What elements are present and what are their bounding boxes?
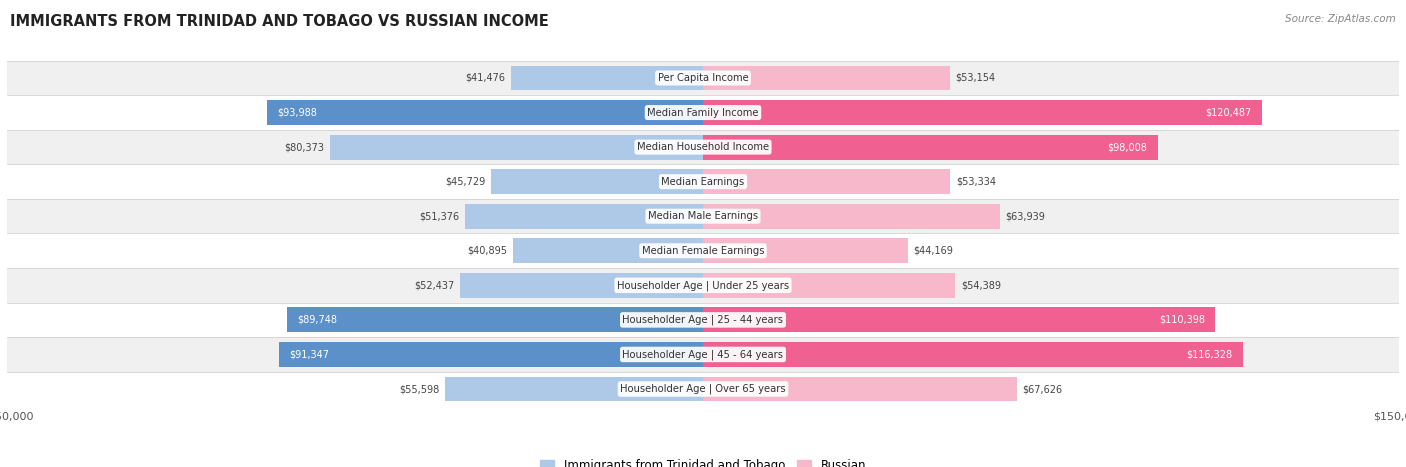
Text: Householder Age | Over 65 years: Householder Age | Over 65 years [620,384,786,394]
Text: $55,598: $55,598 [399,384,440,394]
Text: $89,748: $89,748 [297,315,337,325]
Text: $54,389: $54,389 [960,280,1001,290]
Text: $67,626: $67,626 [1022,384,1063,394]
Text: IMMIGRANTS FROM TRINIDAD AND TOBAGO VS RUSSIAN INCOME: IMMIGRANTS FROM TRINIDAD AND TOBAGO VS R… [10,14,548,29]
Bar [7,303,1399,337]
Text: $45,729: $45,729 [446,177,485,187]
Bar [491,169,703,194]
Text: $44,169: $44,169 [914,246,953,256]
Bar [703,342,1243,367]
Text: Median Earnings: Median Earnings [661,177,745,187]
Bar [7,234,1399,268]
Bar [7,164,1399,199]
Bar [7,372,1399,406]
Bar [7,95,1399,130]
Text: Median Household Income: Median Household Income [637,142,769,152]
Text: Per Capita Income: Per Capita Income [658,73,748,83]
Text: $110,398: $110,398 [1159,315,1205,325]
Bar [7,61,1399,95]
Bar [510,65,703,91]
Text: $98,008: $98,008 [1108,142,1147,152]
Text: $53,154: $53,154 [955,73,995,83]
Bar [703,238,908,263]
Bar [7,199,1399,234]
Bar [703,204,1000,229]
Text: $63,939: $63,939 [1005,211,1045,221]
Text: $52,437: $52,437 [413,280,454,290]
Bar [460,273,703,298]
Bar [330,134,703,160]
Bar [446,376,703,402]
Bar [703,169,950,194]
Bar [703,376,1017,402]
Text: Median Male Earnings: Median Male Earnings [648,211,758,221]
Bar [703,100,1263,125]
Text: $91,347: $91,347 [290,349,329,360]
Text: Householder Age | 25 - 44 years: Householder Age | 25 - 44 years [623,315,783,325]
Bar [287,307,703,333]
Text: $93,988: $93,988 [277,107,318,118]
Text: Median Female Earnings: Median Female Earnings [641,246,765,256]
Text: $80,373: $80,373 [284,142,325,152]
Bar [703,65,949,91]
Bar [7,268,1399,303]
Bar [7,130,1399,164]
Bar [703,307,1215,333]
Text: Median Family Income: Median Family Income [647,107,759,118]
Text: Householder Age | 45 - 64 years: Householder Age | 45 - 64 years [623,349,783,360]
Text: $53,334: $53,334 [956,177,995,187]
Legend: Immigrants from Trinidad and Tobago, Russian: Immigrants from Trinidad and Tobago, Rus… [536,454,870,467]
Bar [703,273,955,298]
Text: Source: ZipAtlas.com: Source: ZipAtlas.com [1285,14,1396,24]
Text: $116,328: $116,328 [1187,349,1232,360]
Text: Householder Age | Under 25 years: Householder Age | Under 25 years [617,280,789,290]
Text: $51,376: $51,376 [419,211,458,221]
Bar [464,204,703,229]
Bar [280,342,703,367]
Text: $120,487: $120,487 [1205,107,1251,118]
Bar [7,337,1399,372]
Bar [703,134,1157,160]
Bar [267,100,703,125]
Text: $41,476: $41,476 [465,73,505,83]
Bar [513,238,703,263]
Text: $40,895: $40,895 [468,246,508,256]
